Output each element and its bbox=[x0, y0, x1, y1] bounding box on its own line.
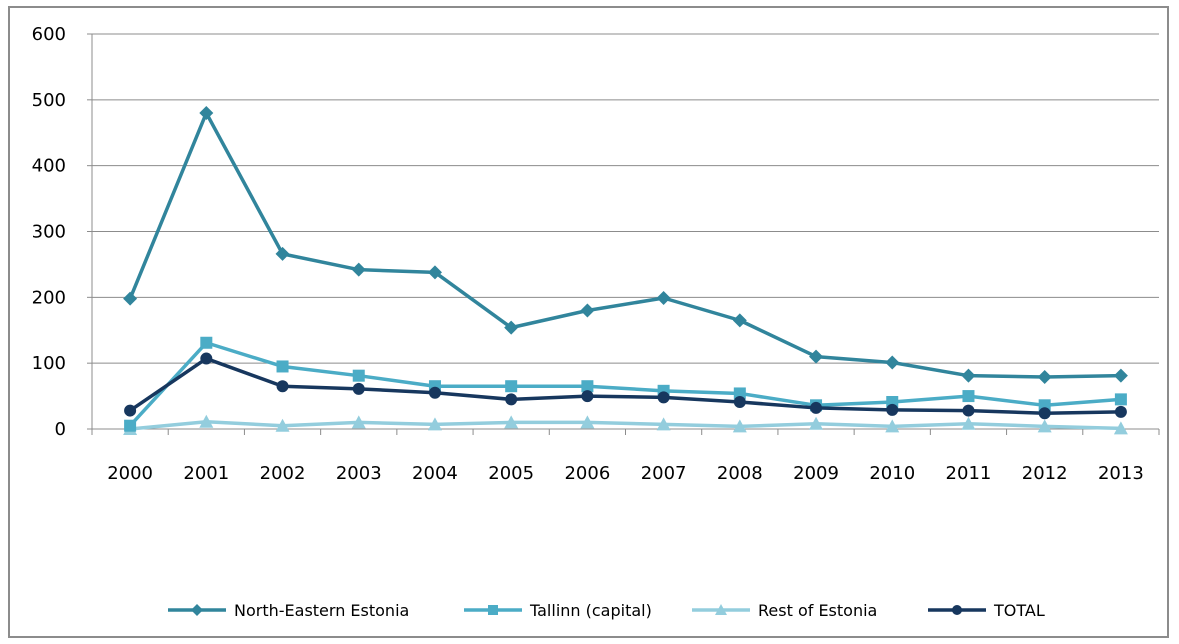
data-point bbox=[1113, 368, 1128, 383]
data-point bbox=[885, 419, 900, 433]
legend-label: Tallinn (capital) bbox=[529, 601, 652, 620]
legend-item: North-Eastern Estonia bbox=[168, 601, 409, 620]
data-point bbox=[352, 382, 365, 395]
y-tick-label: 500 bbox=[32, 90, 66, 111]
x-tick-label: 2000 bbox=[107, 463, 153, 484]
data-point bbox=[123, 291, 138, 306]
data-point bbox=[1114, 393, 1127, 406]
legend: North-Eastern Estonia Tallinn (capital) Re… bbox=[168, 601, 1045, 620]
data-point bbox=[962, 404, 975, 417]
data-point bbox=[1037, 369, 1052, 384]
data-point bbox=[961, 416, 976, 430]
data-point bbox=[961, 368, 976, 383]
data-point bbox=[200, 336, 213, 349]
data-point bbox=[124, 419, 137, 432]
data-point bbox=[1113, 421, 1128, 435]
data-point bbox=[1038, 407, 1051, 420]
x-tick-label: 2004 bbox=[412, 463, 458, 484]
data-point bbox=[733, 387, 746, 400]
data-point bbox=[275, 418, 290, 432]
data-point bbox=[505, 393, 518, 406]
data-point bbox=[581, 380, 594, 393]
data-point bbox=[962, 390, 975, 403]
data-point bbox=[733, 396, 746, 409]
y-tick-label: 100 bbox=[32, 353, 66, 374]
series-north-eastern-estonia bbox=[123, 106, 1128, 384]
legend-label: TOTAL bbox=[993, 601, 1045, 620]
x-tick-label: 2013 bbox=[1098, 463, 1144, 484]
data-point bbox=[351, 415, 366, 429]
legend-label: North-Eastern Estonia bbox=[234, 601, 409, 620]
data-point bbox=[427, 265, 442, 280]
x-tick-label: 2006 bbox=[564, 463, 610, 484]
data-point bbox=[275, 246, 290, 261]
data-point bbox=[581, 390, 594, 403]
legend-item: TOTAL bbox=[928, 601, 1045, 620]
y-axis-ticks: 0 100 200 300 400 500 600 bbox=[32, 24, 92, 440]
legend-marker bbox=[191, 604, 203, 616]
data-point bbox=[732, 313, 747, 328]
data-point bbox=[504, 320, 519, 335]
y-tick-label: 400 bbox=[32, 156, 66, 177]
data-point bbox=[809, 416, 824, 430]
series-line bbox=[129, 356, 1121, 415]
series-group bbox=[123, 106, 1128, 435]
series-rest-of-estonia bbox=[123, 414, 1128, 435]
x-tick-label: 2003 bbox=[336, 463, 382, 484]
data-point bbox=[199, 106, 214, 120]
data-point bbox=[427, 417, 442, 431]
legend-item: Rest of Estonia bbox=[692, 601, 877, 620]
series-line bbox=[128, 341, 1122, 427]
data-point bbox=[505, 380, 518, 393]
data-point bbox=[1114, 405, 1127, 418]
data-point bbox=[1037, 419, 1052, 433]
x-tick-label: 2007 bbox=[641, 463, 687, 484]
x-tick-label: 2005 bbox=[488, 463, 534, 484]
x-tick-label: 2011 bbox=[946, 463, 992, 484]
y-tick-label: 600 bbox=[32, 24, 66, 45]
data-point bbox=[199, 414, 214, 428]
legend-marker bbox=[715, 604, 727, 615]
legend-label: Rest of Estonia bbox=[758, 601, 877, 620]
x-tick-label: 2010 bbox=[869, 463, 915, 484]
data-point bbox=[732, 419, 747, 433]
data-point bbox=[124, 404, 137, 417]
series-line bbox=[129, 420, 1121, 431]
data-point bbox=[276, 380, 289, 393]
x-tick-label: 2002 bbox=[260, 463, 306, 484]
x-tick-label: 2012 bbox=[1022, 463, 1068, 484]
data-point bbox=[810, 401, 823, 414]
data-point bbox=[657, 391, 670, 404]
series-total bbox=[124, 352, 1127, 420]
data-point bbox=[504, 415, 519, 429]
data-point bbox=[580, 303, 595, 318]
data-point bbox=[885, 355, 900, 370]
x-axis-ticks: 2000 2001 2002 2003 2004 2005 2006 2007 2008 2009… bbox=[91, 429, 1160, 484]
x-tick-label: 2009 bbox=[793, 463, 839, 484]
x-tick-label: 2008 bbox=[717, 463, 763, 484]
data-point bbox=[656, 417, 671, 431]
y-tick-label: 300 bbox=[32, 222, 66, 243]
data-point bbox=[276, 360, 289, 373]
data-point bbox=[428, 386, 441, 399]
data-point bbox=[580, 415, 595, 429]
series-line bbox=[128, 111, 1121, 379]
data-point bbox=[351, 262, 366, 277]
y-tick-label: 200 bbox=[32, 287, 66, 308]
data-point bbox=[352, 369, 365, 382]
y-tick-label: 0 bbox=[55, 419, 66, 440]
legend-item: Tallinn (capital) bbox=[464, 601, 652, 620]
legend-marker bbox=[488, 605, 498, 615]
data-point bbox=[886, 403, 899, 416]
legend-marker bbox=[952, 605, 962, 615]
data-point bbox=[656, 290, 671, 305]
x-tick-label: 2001 bbox=[183, 463, 229, 484]
data-point bbox=[809, 349, 824, 364]
data-point bbox=[200, 352, 213, 365]
